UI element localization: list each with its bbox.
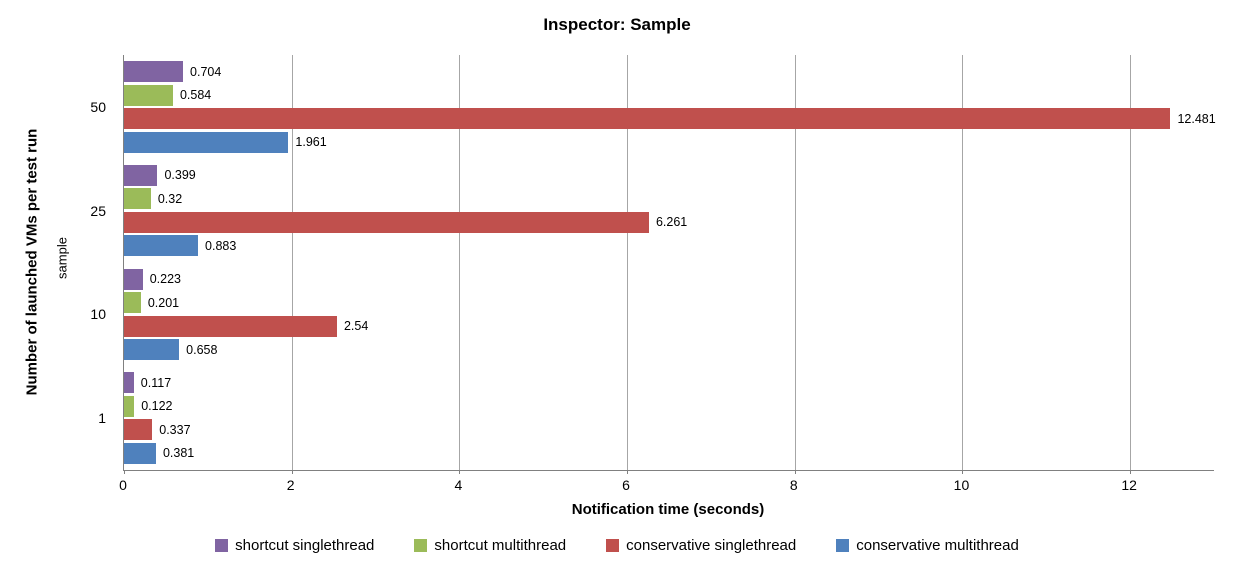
x-axis-tick-mark	[124, 470, 125, 474]
bar-value-label: 0.584	[179, 88, 212, 103]
legend: shortcut singlethread shortcut multithrea…	[0, 537, 1234, 554]
x-axis-tick-label: 6	[622, 477, 630, 493]
bar	[124, 108, 1171, 130]
bar-value-label: 0.658	[186, 342, 218, 357]
bar-value-label: 0.399	[164, 168, 196, 183]
x-axis-tick-label: 12	[1121, 477, 1137, 493]
bar-value-label: 0.337	[159, 422, 191, 437]
chart-title: Inspector: Sample	[543, 15, 691, 34]
bar	[124, 268, 143, 290]
gridline	[1130, 55, 1132, 470]
bar-value-label: 0.117	[140, 375, 172, 390]
bar-value-label: 0.223	[149, 272, 181, 287]
legend-swatch	[606, 539, 620, 552]
x-axis-tick-mark	[1130, 470, 1132, 474]
x-axis-tick-label: 2	[286, 477, 295, 493]
x-axis-tick-label: 4	[454, 477, 463, 493]
legend-label: shortcut multithread	[434, 537, 567, 554]
legend-label: shortcut singlethread	[235, 537, 375, 554]
bar-value-label: 0.704	[190, 64, 222, 79]
legend-label: conservative singlethread	[626, 537, 797, 554]
bar	[124, 292, 141, 314]
legend-label: conservative multithread	[856, 537, 1019, 554]
bar	[124, 84, 173, 106]
bar-value-label: 0.883	[205, 238, 237, 253]
y-axis-category-label: 50	[90, 98, 106, 115]
bar	[124, 61, 184, 83]
gridline	[627, 55, 629, 470]
gridline	[962, 55, 964, 470]
bar	[124, 372, 134, 394]
legend-swatch	[215, 539, 229, 552]
x-axis-tick-label: 8	[789, 477, 798, 493]
x-axis-title: Notification time (seconds)	[571, 501, 765, 518]
bar-value-label: 0.201	[147, 295, 180, 310]
y-axis-title: Number of launched VMs per test run	[23, 128, 41, 396]
gridline	[459, 55, 461, 470]
gridline	[291, 55, 293, 470]
x-axis-tick-mark	[627, 470, 629, 474]
bar	[124, 188, 151, 210]
x-axis-tick-label: 0	[119, 477, 127, 493]
bar	[124, 339, 180, 361]
bar	[124, 131, 289, 153]
gridline	[794, 55, 796, 470]
bar-value-label: 6.261	[655, 215, 688, 230]
bar	[124, 235, 199, 257]
bar	[124, 164, 158, 186]
x-axis-tick-mark	[291, 470, 293, 474]
y-axis-subtitle: sample	[54, 237, 70, 279]
legend-item: shortcut singlethread	[215, 537, 374, 554]
legend-item: shortcut multithread	[414, 537, 566, 554]
bar	[124, 442, 156, 464]
bar	[124, 315, 337, 337]
bar	[124, 211, 649, 233]
y-axis-category-label: 10	[90, 306, 106, 323]
bar-value-label: 0.381	[162, 446, 195, 461]
legend-swatch	[414, 539, 428, 552]
x-axis-tick-mark	[794, 470, 796, 474]
y-axis-category-label: 1	[98, 410, 106, 427]
x-axis-tick-label: 10	[953, 477, 970, 493]
legend-swatch	[836, 539, 850, 552]
bar-value-label: 12.481	[1177, 111, 1216, 126]
bar-value-label: 1.961	[295, 135, 327, 150]
plot-area: 0.704 0.584 12.481 1.961 0.399 0.32 6.261 0.883…	[123, 55, 1216, 474]
bar-value-label: 0.32	[157, 191, 183, 206]
bar-value-label: 0.122	[141, 399, 173, 414]
legend-item: conservative multithread	[836, 537, 1019, 554]
bar	[124, 395, 135, 417]
x-axis-tick-mark	[459, 470, 461, 474]
y-axis-category-label: 25	[90, 202, 106, 219]
bar	[124, 419, 153, 441]
x-axis-tick-mark	[962, 470, 964, 474]
legend-item: conservative singlethread	[606, 537, 796, 554]
bar-value-label: 2.54	[343, 319, 369, 334]
